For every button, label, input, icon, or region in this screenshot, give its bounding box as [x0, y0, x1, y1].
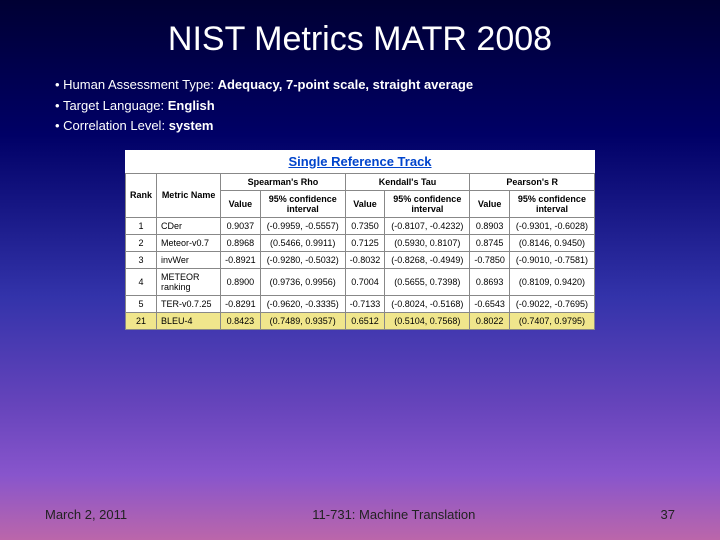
bullet-item: • Human Assessment Type: Adequacy, 7-poi…	[55, 75, 720, 95]
cell-v3: 0.8903	[470, 217, 510, 234]
cell-ci2: (0.5655, 0.7398)	[385, 268, 470, 295]
cell-v2: 0.7125	[345, 234, 385, 251]
cell-ci1: (-0.9959, -0.5557)	[260, 217, 345, 234]
col-value: Value	[470, 190, 510, 217]
bullet-label: Target Language:	[63, 98, 164, 113]
cell-v1: 0.8968	[221, 234, 261, 251]
cell-metric: Meteor-v0.7	[157, 234, 221, 251]
table-row: 3invWer-0.8921(-0.9280, -0.5032)-0.8032(…	[126, 251, 595, 268]
table-row: 2Meteor-v0.70.8968(0.5466, 0.9911)0.7125…	[126, 234, 595, 251]
cell-v2: 0.7004	[345, 268, 385, 295]
bullet-item: • Correlation Level: system	[55, 116, 720, 136]
cell-ci3: (-0.9010, -0.7581)	[509, 251, 594, 268]
cell-v3: 0.8745	[470, 234, 510, 251]
table-row: 4METEOR ranking0.8900(0.9736, 0.9956)0.7…	[126, 268, 595, 295]
cell-ci2: (-0.8107, -0.4232)	[385, 217, 470, 234]
bullet-value: system	[169, 118, 214, 133]
col-ci: 95% confidence interval	[385, 190, 470, 217]
table-row: 1CDer0.9037(-0.9959, -0.5557)0.7350(-0.8…	[126, 217, 595, 234]
cell-v1: -0.8291	[221, 295, 261, 312]
cell-ci1: (-0.9280, -0.5032)	[260, 251, 345, 268]
cell-ci3: (0.8146, 0.9450)	[509, 234, 594, 251]
cell-rank: 3	[126, 251, 157, 268]
table-row: 21BLEU-40.8423(0.7489, 0.9357)0.6512(0.5…	[126, 312, 595, 329]
table-header-row-groups: Rank Metric Name Spearman's Rho Kendall'…	[126, 173, 595, 190]
bullet-item: • Target Language: English	[55, 96, 720, 116]
table-body: 1CDer0.9037(-0.9959, -0.5557)0.7350(-0.8…	[126, 217, 595, 329]
cell-v1: 0.9037	[221, 217, 261, 234]
slide-footer: March 2, 2011 11-731: Machine Translatio…	[0, 507, 720, 522]
cell-ci2: (-0.8024, -0.5168)	[385, 295, 470, 312]
cell-v1: 0.8900	[221, 268, 261, 295]
cell-rank: 21	[126, 312, 157, 329]
cell-v1: 0.8423	[221, 312, 261, 329]
cell-ci1: (0.5466, 0.9911)	[260, 234, 345, 251]
col-ci: 95% confidence interval	[509, 190, 594, 217]
footer-course: 11-731: Machine Translation	[127, 507, 660, 522]
results-table-container: Single Reference Track Rank Metric Name …	[125, 150, 595, 330]
cell-v2: -0.7133	[345, 295, 385, 312]
cell-metric: invWer	[157, 251, 221, 268]
col-rank: Rank	[126, 173, 157, 217]
col-group-kendall: Kendall's Tau	[345, 173, 470, 190]
cell-ci3: (-0.9301, -0.6028)	[509, 217, 594, 234]
cell-v2: 0.6512	[345, 312, 385, 329]
cell-ci3: (0.7407, 0.9795)	[509, 312, 594, 329]
cell-ci2: (0.5104, 0.7568)	[385, 312, 470, 329]
cell-metric: TER-v0.7.25	[157, 295, 221, 312]
cell-v1: -0.8921	[221, 251, 261, 268]
cell-metric: METEOR ranking	[157, 268, 221, 295]
table-row: 5TER-v0.7.25-0.8291(-0.9620, -0.3335)-0.…	[126, 295, 595, 312]
col-value: Value	[221, 190, 261, 217]
col-metric: Metric Name	[157, 173, 221, 217]
cell-ci1: (0.9736, 0.9956)	[260, 268, 345, 295]
bullet-list: • Human Assessment Type: Adequacy, 7-poi…	[0, 59, 720, 136]
col-value: Value	[345, 190, 385, 217]
cell-ci1: (0.7489, 0.9357)	[260, 312, 345, 329]
bullet-value: Adequacy, 7-point scale, straight averag…	[218, 77, 474, 92]
cell-v3: -0.7850	[470, 251, 510, 268]
cell-rank: 2	[126, 234, 157, 251]
cell-v3: 0.8693	[470, 268, 510, 295]
cell-v3: 0.8022	[470, 312, 510, 329]
footer-date: March 2, 2011	[45, 507, 127, 522]
cell-ci2: (-0.8268, -0.4949)	[385, 251, 470, 268]
bullet-label: Correlation Level:	[63, 118, 165, 133]
bullet-value: English	[168, 98, 215, 113]
col-group-pearson: Pearson's R	[470, 173, 595, 190]
cell-ci3: (0.8109, 0.9420)	[509, 268, 594, 295]
cell-rank: 4	[126, 268, 157, 295]
results-table: Rank Metric Name Spearman's Rho Kendall'…	[125, 173, 595, 330]
cell-ci3: (-0.9022, -0.7695)	[509, 295, 594, 312]
cell-rank: 5	[126, 295, 157, 312]
cell-rank: 1	[126, 217, 157, 234]
cell-v2: 0.7350	[345, 217, 385, 234]
track-title: Single Reference Track	[125, 150, 595, 173]
cell-v2: -0.8032	[345, 251, 385, 268]
cell-metric: BLEU-4	[157, 312, 221, 329]
col-ci: 95% confidence interval	[260, 190, 345, 217]
cell-ci1: (-0.9620, -0.3335)	[260, 295, 345, 312]
col-group-spearman: Spearman's Rho	[221, 173, 346, 190]
bullet-label: Human Assessment Type:	[63, 77, 214, 92]
cell-metric: CDer	[157, 217, 221, 234]
slide-title: NIST Metrics MATR 2008	[0, 0, 720, 59]
footer-page: 37	[661, 507, 675, 522]
cell-ci2: (0.5930, 0.8107)	[385, 234, 470, 251]
cell-v3: -0.6543	[470, 295, 510, 312]
